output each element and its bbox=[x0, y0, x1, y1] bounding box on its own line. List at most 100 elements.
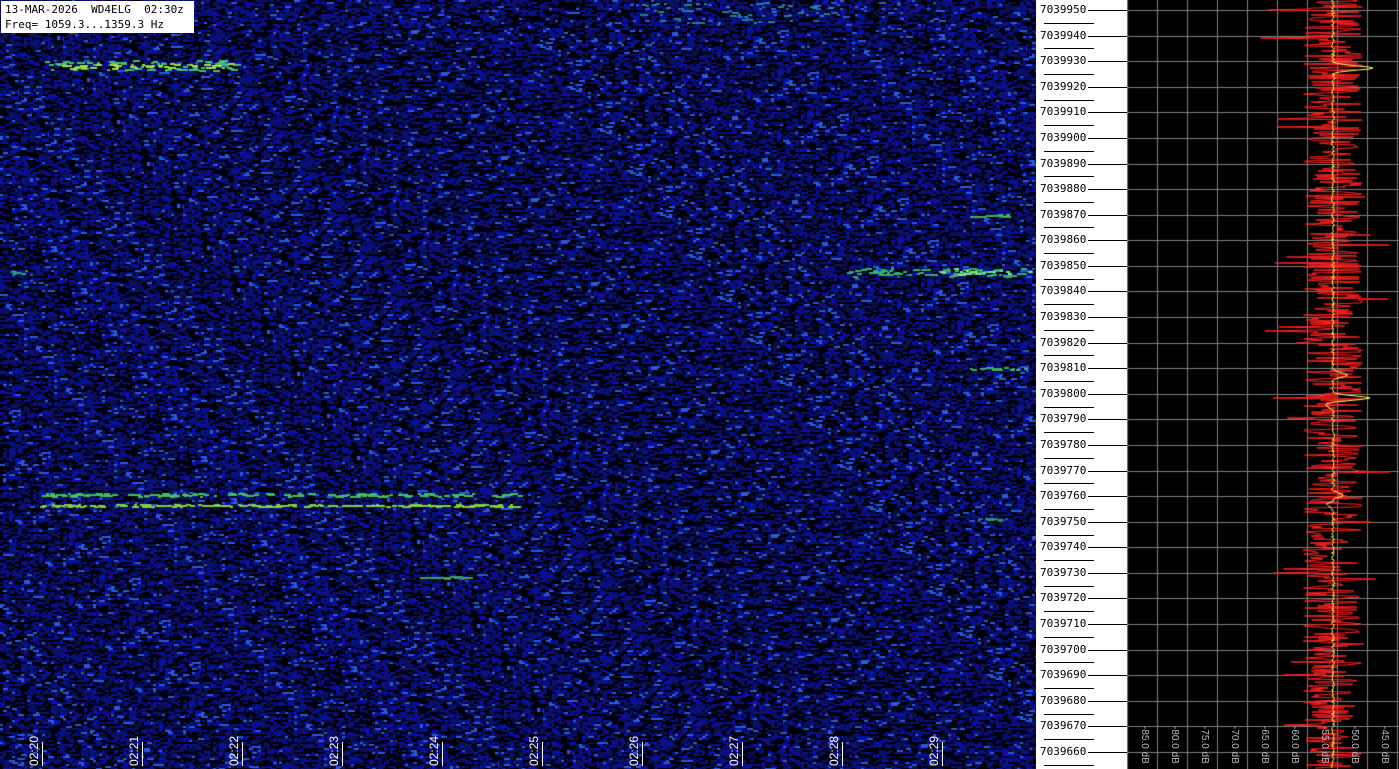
frequency-minor-tick bbox=[1044, 202, 1094, 203]
frequency-tick-label: 7039860 bbox=[1040, 233, 1087, 247]
frequency-tick-mark bbox=[1088, 266, 1127, 267]
frequency-tick-label: 7039850 bbox=[1040, 258, 1087, 272]
time-tick-label: 02:22 bbox=[227, 735, 241, 766]
frequency-tick-mark bbox=[1088, 419, 1127, 420]
frequency-tick-label: 7039670 bbox=[1040, 719, 1087, 733]
db-tick-label: -50.0 dB bbox=[1349, 726, 1360, 764]
frequency-tick-label: 7039730 bbox=[1040, 565, 1087, 579]
frequency-minor-tick bbox=[1044, 279, 1094, 280]
frequency-tick-label: 7039930 bbox=[1040, 54, 1087, 68]
db-tick-label: -45.0 dB bbox=[1379, 726, 1390, 764]
frequency-minor-tick bbox=[1044, 637, 1094, 638]
db-tick-label: -65.0 dB bbox=[1259, 726, 1270, 764]
frequency-tick-mark bbox=[1088, 471, 1127, 472]
frequency-tick-mark bbox=[1088, 573, 1127, 574]
frequency-tick-label: 7039830 bbox=[1040, 310, 1087, 324]
time-tick-label: 02:20 bbox=[27, 735, 41, 766]
frequency-tick-label: 7039890 bbox=[1040, 156, 1087, 170]
frequency-tick-mark bbox=[1088, 10, 1127, 11]
frequency-tick-label: 7039900 bbox=[1040, 130, 1087, 144]
time-tick-label: 02:28 bbox=[827, 735, 841, 766]
frequency-minor-tick bbox=[1044, 355, 1094, 356]
frequency-tick-label: 7039780 bbox=[1040, 437, 1087, 451]
frequency-minor-tick bbox=[1044, 304, 1094, 305]
frequency-tick-label: 7039690 bbox=[1040, 668, 1087, 682]
frequency-minor-tick bbox=[1044, 151, 1094, 152]
frequency-tick-label: 7039810 bbox=[1040, 361, 1087, 375]
frequency-minor-tick bbox=[1044, 432, 1094, 433]
db-tick-label: -60.0 dB bbox=[1289, 726, 1300, 764]
frequency-tick-label: 7039760 bbox=[1040, 489, 1087, 503]
frequency-minor-tick bbox=[1044, 586, 1094, 587]
frequency-tick-mark bbox=[1088, 164, 1127, 165]
db-tick-label: -70.0 dB bbox=[1229, 726, 1240, 764]
frequency-tick-label: 7039800 bbox=[1040, 386, 1087, 400]
frequency-minor-tick bbox=[1044, 688, 1094, 689]
frequency-tick-mark bbox=[1088, 112, 1127, 113]
header-line2: Freq= 1059.3...1359.3 Hz bbox=[5, 18, 164, 31]
frequency-tick-label: 7039910 bbox=[1040, 105, 1087, 119]
frequency-minor-tick bbox=[1044, 714, 1094, 715]
frequency-minor-tick bbox=[1044, 176, 1094, 177]
time-tick-mark bbox=[42, 742, 43, 766]
frequency-minor-tick bbox=[1044, 739, 1094, 740]
frequency-tick-mark bbox=[1088, 36, 1127, 37]
frequency-minor-tick bbox=[1044, 662, 1094, 663]
frequency-tick-mark bbox=[1088, 547, 1127, 548]
frequency-tick-label: 7039750 bbox=[1040, 514, 1087, 528]
frequency-tick-label: 7039740 bbox=[1040, 540, 1087, 554]
frequency-tick-label: 7039880 bbox=[1040, 182, 1087, 196]
frequency-tick-label: 7039680 bbox=[1040, 693, 1087, 707]
header-line1: 13-MAR-2026 WD4ELG 02:30z bbox=[5, 3, 184, 16]
frequency-minor-tick bbox=[1044, 611, 1094, 612]
frequency-tick-mark bbox=[1088, 291, 1127, 292]
time-tick-mark bbox=[842, 742, 843, 766]
db-tick-label: -85.0 dB bbox=[1139, 726, 1150, 764]
frequency-minor-tick bbox=[1044, 23, 1094, 24]
frequency-tick-label: 7039920 bbox=[1040, 79, 1087, 93]
frequency-tick-label: 7039840 bbox=[1040, 284, 1087, 298]
frequency-tick-label: 7039660 bbox=[1040, 745, 1087, 758]
time-tick-mark bbox=[642, 742, 643, 766]
time-tick-mark bbox=[742, 742, 743, 766]
frequency-tick-mark bbox=[1088, 624, 1127, 625]
frequency-minor-tick bbox=[1044, 74, 1094, 75]
frequency-minor-tick bbox=[1044, 227, 1094, 228]
frequency-tick-mark bbox=[1088, 343, 1127, 344]
frequency-tick-mark bbox=[1088, 87, 1127, 88]
waterfall-plot bbox=[0, 0, 1036, 769]
time-tick-label: 02:29 bbox=[927, 735, 941, 766]
frequency-tick-label: 7039870 bbox=[1040, 207, 1087, 221]
frequency-tick-label: 7039700 bbox=[1040, 642, 1087, 656]
frequency-tick-mark bbox=[1088, 675, 1127, 676]
frequency-tick-mark bbox=[1088, 394, 1127, 395]
time-tick-label: 02:25 bbox=[527, 735, 541, 766]
info-box: 13-MAR-2026 WD4ELG 02:30z Freq= 1059.3..… bbox=[1, 1, 194, 33]
frequency-tick-label: 7039770 bbox=[1040, 463, 1087, 477]
frequency-tick-mark bbox=[1088, 496, 1127, 497]
time-tick-mark bbox=[342, 742, 343, 766]
frequency-minor-tick bbox=[1044, 381, 1094, 382]
frequency-tick-mark bbox=[1088, 598, 1127, 599]
frequency-tick-mark bbox=[1088, 701, 1127, 702]
time-tick-mark bbox=[542, 742, 543, 766]
frequency-minor-tick bbox=[1044, 765, 1094, 766]
frequency-tick-label: 7039820 bbox=[1040, 335, 1087, 349]
time-tick-label: 02:26 bbox=[627, 735, 641, 766]
frequency-tick-mark bbox=[1088, 522, 1127, 523]
frequency-tick-mark bbox=[1088, 650, 1127, 651]
frequency-minor-tick bbox=[1044, 253, 1094, 254]
frequency-tick-label: 7039710 bbox=[1040, 617, 1087, 631]
time-tick-mark bbox=[142, 742, 143, 766]
frequency-minor-tick bbox=[1044, 560, 1094, 561]
frequency-minor-tick bbox=[1044, 535, 1094, 536]
frequency-tick-label: 7039720 bbox=[1040, 591, 1087, 605]
frequency-minor-tick bbox=[1044, 125, 1094, 126]
frequency-minor-tick bbox=[1044, 407, 1094, 408]
frequency-tick-mark bbox=[1088, 189, 1127, 190]
frequency-tick-mark bbox=[1088, 726, 1127, 727]
frequency-tick-mark bbox=[1088, 240, 1127, 241]
frequency-tick-mark bbox=[1088, 61, 1127, 62]
frequency-minor-tick bbox=[1044, 100, 1094, 101]
